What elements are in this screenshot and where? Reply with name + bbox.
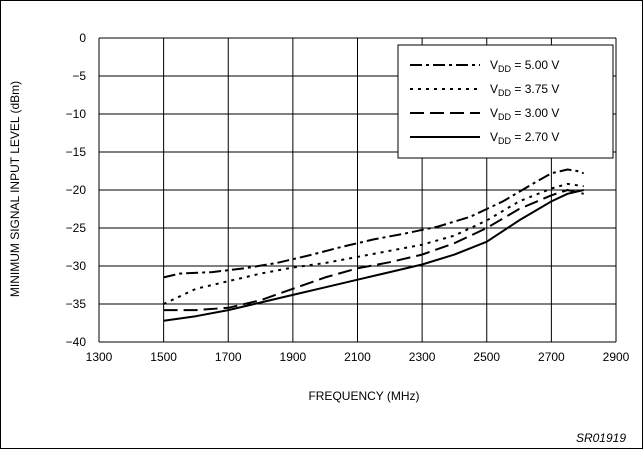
x-tick-label: 1500 (150, 350, 177, 364)
legend-label: VDD = 3.00 V (490, 106, 559, 122)
y-tick-label: −25 (66, 221, 87, 235)
x-tick-label: 1700 (215, 350, 242, 364)
legend-label: VDD = 3.75 V (490, 82, 559, 98)
x-tick-label: 1900 (280, 350, 307, 364)
x-tick-label: 2700 (538, 350, 565, 364)
series-line-1 (163, 168, 585, 279)
legend-label: VDD = 5.00 V (490, 58, 559, 74)
y-tick-label: −30 (66, 259, 87, 273)
y-tick-label: −40 (66, 335, 87, 349)
legend: VDD = 5.00 V VDD = 3.75 V VDD = 3.00 V VDD … (397, 44, 614, 159)
series-line-3 (163, 189, 584, 312)
legend-box (397, 44, 614, 159)
tick-labels: 1300 1500 1700 1900 2100 2300 2500 2700 2900 0 −5 −… (66, 31, 630, 364)
x-tick-label: 2300 (409, 350, 436, 364)
x-axis-label: FREQUENCY (MHz) (308, 389, 419, 403)
legend-label: VDD = 2.70 V (490, 130, 559, 146)
y-tick-label: −10 (66, 107, 87, 121)
y-tick-label: −35 (66, 297, 87, 311)
figure-code: SR01919 (576, 431, 626, 445)
series-line-2 (163, 182, 584, 305)
y-tick-label: 0 (79, 31, 86, 45)
x-tick-label: 1300 (86, 350, 113, 364)
y-tick-label: −5 (72, 69, 86, 83)
x-tick-label: 2100 (344, 350, 371, 364)
series-lines (163, 168, 585, 322)
x-tick-label: 2500 (473, 350, 500, 364)
y-tick-label: −15 (66, 145, 87, 159)
x-tick-label: 2900 (603, 350, 630, 364)
series-line-4 (163, 189, 584, 322)
y-tick-label: −20 (66, 183, 87, 197)
y-axis-label: MINIMUM SIGNAL INPUT LEVEL (dBm) (8, 81, 22, 297)
